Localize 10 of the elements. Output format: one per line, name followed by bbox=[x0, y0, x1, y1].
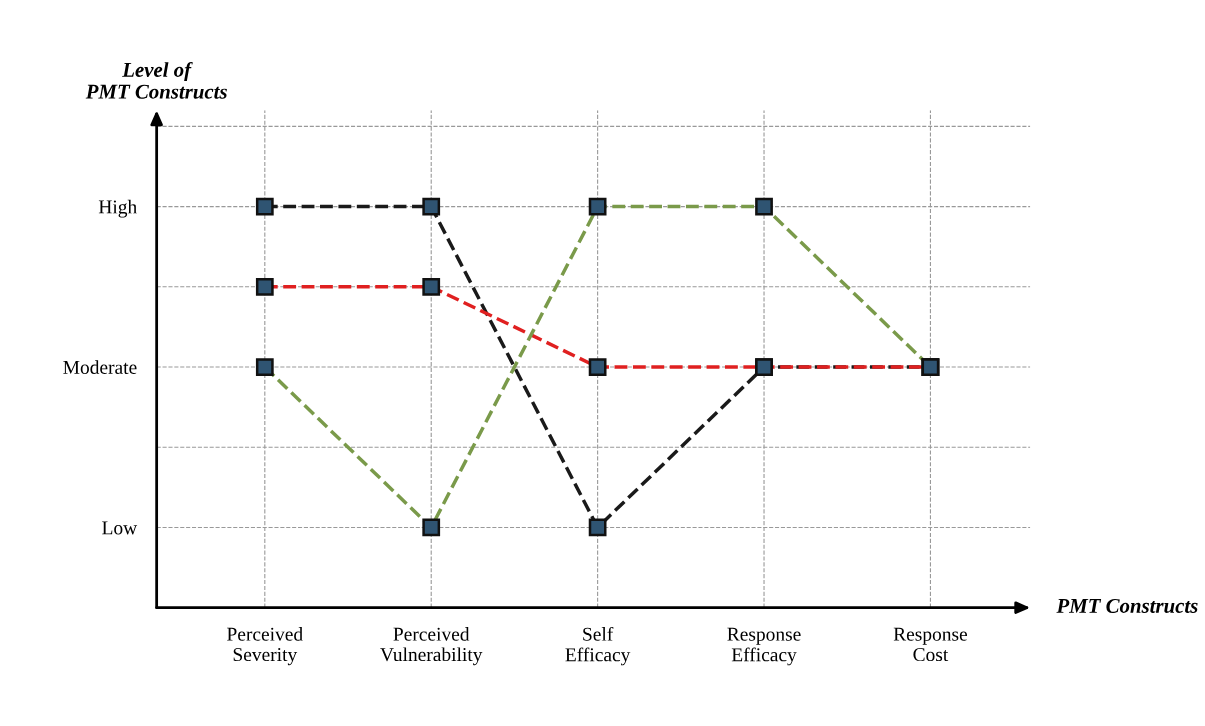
text: Level of PMT Constructs bbox=[85, 62, 227, 99]
x-tick-label: Perceived Severity bbox=[227, 627, 303, 666]
category-label: High bbox=[98, 199, 137, 218]
x-tick-label: Perceived Vulnerability bbox=[380, 627, 483, 666]
x-tick-label: Response Cost bbox=[893, 627, 968, 662]
x-tick-label: Self Efficacy bbox=[565, 626, 631, 666]
x-axis-title: PMT Constructs bbox=[1056, 598, 1198, 613]
category-label: Low bbox=[102, 521, 138, 535]
category-label: Moderate bbox=[63, 360, 137, 374]
x-tick-label: Response Efficacy bbox=[727, 627, 801, 666]
